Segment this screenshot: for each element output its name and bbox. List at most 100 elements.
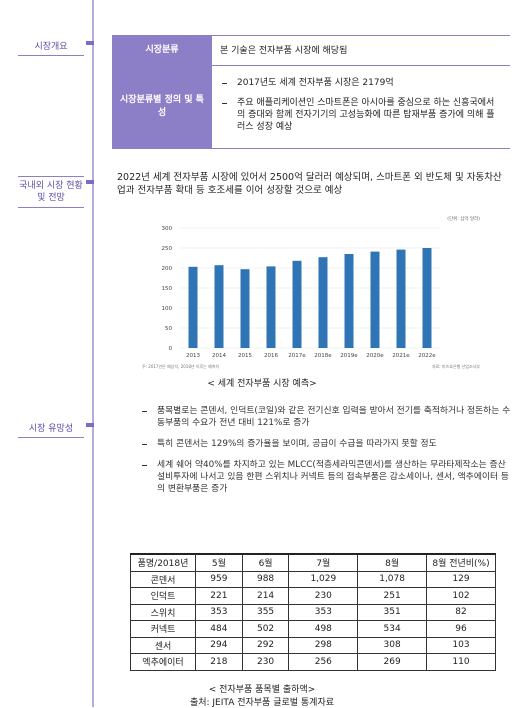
row-header: 시장분류 [112, 35, 212, 66]
header-cell: 8월 [357, 553, 427, 572]
bar [370, 251, 380, 348]
x-tick-label: 2014 [212, 353, 226, 359]
table-cell: 센서 [130, 636, 196, 654]
bullet: 특히 콘덴서는 129%의 증가율을 보이며, 공급이 수급을 따라가지 못할 … [140, 438, 512, 450]
y-tick-label: 50 [165, 326, 172, 332]
table-caption: < 전자부품 품목별 출하액> [208, 685, 316, 695]
y-tick-label: 100 [162, 306, 173, 312]
header-cell: 7월 [288, 553, 359, 572]
table-row: 센서 294 292 298 308 103 [130, 636, 496, 654]
section-marker [86, 41, 94, 45]
bar [292, 260, 302, 348]
table-cell: 298 [288, 636, 359, 654]
section-marker [86, 423, 94, 427]
table-cell: 221 [195, 587, 243, 605]
bar [422, 248, 432, 348]
bullet-text: 세계 쉐어 약40%를 차지하고 있는 MLCC(적층세라믹콘덴서)를 생산하는… [157, 460, 509, 494]
table-cell: 1,078 [357, 570, 427, 588]
row-content: 2017년도 세계 전자부품 시장은 2179억 주요 애플리케이션인 스마트폰… [212, 65, 510, 149]
row-header: 시장분류별 정의 및 특성 [112, 65, 212, 149]
bar [266, 266, 276, 348]
table-cell: 355 [241, 603, 290, 621]
section-marker [86, 180, 94, 184]
table-cell: 256 [288, 653, 359, 671]
bullet-dash [142, 411, 147, 412]
section-label: 국내외 시장 현황 및 전망 [18, 176, 84, 208]
timeline-line [92, 0, 94, 707]
table-cell: 218 [195, 653, 243, 671]
bullet-text: 품목별로는 콘덴서, 인덕트(코일)와 같은 전기신호 입력을 받아서 전기를 … [157, 406, 511, 428]
table-cell: 251 [357, 587, 427, 605]
bar [396, 249, 406, 348]
table-cell: 103 [426, 636, 496, 654]
table-cell: 82 [426, 603, 496, 621]
section-label: 시장 유망성 [18, 418, 84, 438]
x-tick-label: 2020e [366, 353, 384, 359]
bar [188, 266, 198, 348]
table-cell: 959 [195, 570, 243, 588]
bullet-text: 주요 애플리케이션인 스마트폰은 아시아를 중심으로 하는 신흥국에서의 증대와… [237, 97, 495, 132]
bullet: 2017년도 세계 전자부품 시장은 2179억 [220, 77, 502, 89]
bullet: 세계 쉐어 약40%를 차지하고 있는 MLCC(적층세라믹콘덴서)를 생산하는… [140, 459, 512, 495]
table-cell: 308 [357, 636, 427, 654]
table-cell: 110 [426, 653, 496, 671]
overview-row: 시장분류별 정의 및 특성 2017년도 세계 전자부품 시장은 2179억 주… [112, 65, 510, 149]
bullet: 품목별로는 콘덴서, 인덕트(코일)와 같은 전기신호 입력을 받아서 전기를 … [140, 405, 512, 429]
table-cell: 988 [241, 570, 290, 588]
table-cell: 534 [357, 620, 427, 638]
table-row: 콘덴서 959 988 1,029 1,078 129 [130, 570, 496, 588]
bullet-text: 2017년도 세계 전자부품 시장은 2179억 [237, 77, 394, 88]
overview-row: 시장분류 본 기술은 전자부품 시장에 해당됨 [112, 35, 510, 66]
table-cell: 커넥트 [130, 620, 196, 638]
footnote: 주: 2017년은 예상치, 2018년 이후는 예측치 [142, 363, 219, 369]
table-cell: 351 [357, 603, 427, 621]
bullet-dash [142, 465, 147, 466]
header-cell: 8월 전년비(%) [426, 553, 496, 572]
table-cell: 353 [195, 603, 243, 621]
header-row: 품명/2018년 5월 6월 7월 8월 8월 전년비(%) [130, 553, 496, 572]
y-tick-label: 0 [169, 346, 173, 352]
bullet: 주요 애플리케이션인 스마트폰은 아시아를 중심으로 하는 신흥국에서의 증대와… [220, 97, 502, 133]
table-cell: 498 [288, 620, 359, 638]
table-row: 인덕트 221 214 230 251 102 [130, 587, 496, 605]
footnote: 자료: 미즈호은행 산업조사부 [432, 363, 480, 369]
y-tick-label: 200 [162, 266, 173, 272]
x-tick-label: 2015 [238, 353, 252, 359]
table-cell: 502 [241, 620, 290, 638]
bullet-dash [222, 82, 227, 84]
x-tick-label: 2021e [392, 353, 410, 359]
table-cell: 129 [426, 570, 496, 588]
promise-list: 품목별로는 콘덴서, 인덕트(코일)와 같은 전기신호 입력을 받아서 전기를 … [140, 402, 512, 504]
table-cell: 스위치 [130, 603, 196, 621]
table-cell: 214 [241, 587, 290, 605]
x-tick-label: 2019e [340, 353, 358, 359]
table-cell: 294 [195, 636, 243, 654]
table-cell: 96 [426, 620, 496, 638]
overview-table: 시장분류 본 기술은 전자부품 시장에 해당됨 시장분류별 정의 및 특성 20… [112, 35, 510, 149]
y-tick-label: 250 [162, 246, 173, 252]
table-cell: 292 [241, 636, 290, 654]
source: 출처: JEITA 전자부품 글로벌 통계자료 [189, 698, 335, 708]
header-cell: 6월 [241, 553, 290, 572]
shipment-table: 품명/2018년 5월 6월 7월 8월 8월 전년비(%) 콘덴서 959 988 1,029 1… [130, 553, 496, 671]
outlook-text: 2022년 세계 전자부품 시장에 있어서 2500억 달러러 예상되며, 스마… [117, 172, 502, 196]
x-tick-label: 2022e [418, 353, 436, 359]
bullet-dash [142, 444, 147, 445]
x-tick-label: 2013 [186, 353, 200, 359]
x-tick-label: 2017e [288, 353, 306, 359]
section-label: 시장개요 [18, 36, 84, 56]
header-cell: 5월 [195, 553, 243, 572]
table-row: 스위치 353 355 353 351 82 [130, 603, 496, 621]
table-cell: 230 [288, 587, 359, 605]
table-row: 커넥트 484 502 498 534 96 [130, 620, 496, 638]
y-tick-label: 300 [162, 226, 173, 232]
bar [214, 265, 224, 348]
table-cell: 엑추에이터 [130, 653, 196, 671]
bullet-dash [222, 102, 227, 104]
table-cell: 102 [426, 587, 496, 605]
table-cell: 콘덴서 [130, 570, 196, 588]
table-cell: 353 [288, 603, 359, 621]
unit-note: (단위: 십억 달러) [447, 215, 480, 222]
row-content: 본 기술은 전자부품 시장에 해당됨 [212, 35, 510, 66]
